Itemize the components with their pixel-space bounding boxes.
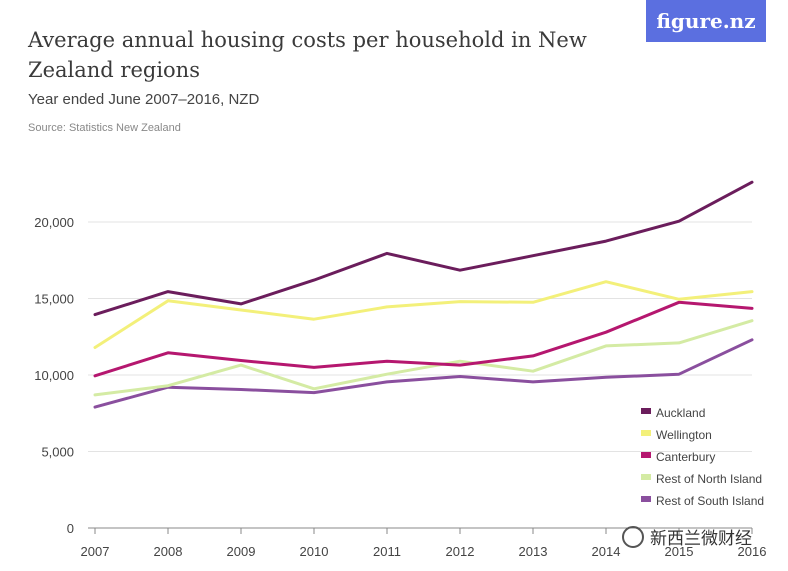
legend-label: Canterbury	[656, 450, 715, 464]
y-axis-ticks: 0 5,000 10,000 15,000 20,000	[34, 215, 74, 536]
legend-label: Rest of South Island	[656, 494, 764, 508]
chart-title: Average annual housing costs per househo…	[28, 28, 587, 82]
x-tick-label: 2016	[738, 544, 767, 559]
y-tick-label: 5,000	[41, 445, 74, 460]
y-tick-label: 20,000	[34, 215, 74, 230]
x-tick-label: 2013	[519, 544, 548, 559]
x-tick-label: 2008	[154, 544, 183, 559]
chart-source: Source: Statistics New Zealand	[28, 122, 181, 134]
x-tick-label: 2015	[665, 544, 694, 559]
series-line-rest-of-north-island	[93, 319, 754, 397]
series-line-auckland	[93, 180, 754, 317]
figure-nz-logo[interactable]: figure.nz	[646, 0, 766, 42]
legend: Auckland Wellington Canterbury Rest of Nort…	[641, 406, 764, 508]
legend-swatch	[641, 408, 651, 414]
legend-swatch	[641, 496, 651, 502]
series-line-canterbury	[93, 300, 754, 378]
x-tick-label: 2009	[227, 544, 256, 559]
x-tick-label: 2007	[81, 544, 110, 559]
x-tick-label: 2010	[300, 544, 329, 559]
legend-label: Rest of North Island	[656, 472, 762, 486]
x-tick-label: 2012	[446, 544, 475, 559]
x-tick-label: 2011	[373, 544, 401, 559]
legend-swatch	[641, 430, 651, 436]
y-tick-label: 15,000	[34, 292, 74, 307]
series-lines	[93, 180, 754, 409]
legend-swatch	[641, 452, 651, 458]
chart-subtitle: Year ended June 2007–2016, NZD	[28, 91, 260, 108]
x-axis-ticks: 2007 2008 2009 2010 2011 2012 2013 2014 2015 2016	[81, 528, 767, 559]
x-tick-label: 2014	[592, 544, 621, 559]
series-line-rest-of-south-island	[93, 338, 754, 409]
legend-swatch	[641, 474, 651, 480]
series-line-wellington	[93, 280, 754, 349]
legend-label: Auckland	[656, 406, 705, 420]
watermark-text: 新西兰微财经	[650, 529, 752, 549]
wechat-watermark: 新西兰微财经	[622, 524, 752, 549]
y-tick-label: 10,000	[34, 368, 74, 383]
y-tick-label: 0	[67, 521, 74, 536]
legend-label: Wellington	[656, 428, 712, 442]
wechat-icon	[622, 525, 644, 548]
